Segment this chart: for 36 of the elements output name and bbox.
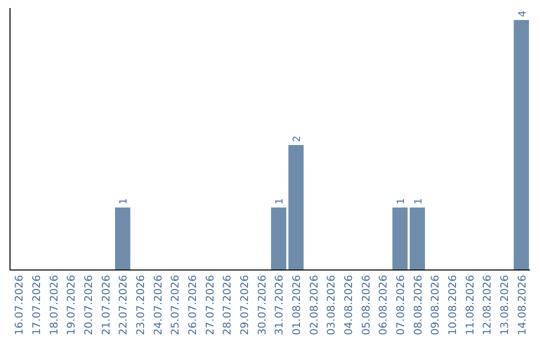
data-label: 4 (517, 10, 528, 17)
x-tick-label: 08.08.2026 (412, 274, 424, 336)
x-tick-label: 21.07.2026 (100, 274, 112, 336)
x-tick-label: 11.08.2026 (464, 274, 476, 336)
x-tick-label: 03.08.2026 (326, 274, 338, 336)
x-tick-label: 10.08.2026 (447, 274, 459, 336)
x-tick-label: 20.07.2026 (83, 274, 95, 336)
x-tick-label: 27.07.2026 (204, 274, 216, 336)
x-tick-label: 26.07.2026 (187, 274, 199, 336)
x-tick-label: 25.07.2026 (170, 274, 182, 336)
x-tick-label: 01.08.2026 (291, 274, 303, 336)
x-tick-label: 17.07.2026 (31, 274, 43, 336)
x-tick-label: 02.08.2026 (308, 274, 320, 336)
data-label: 1 (413, 198, 424, 204)
x-tick-label: 23.07.2026 (135, 274, 147, 336)
x-tick-label: 05.08.2026 (360, 274, 372, 336)
x-tick-label: 07.08.2026 (395, 274, 407, 336)
x-tick-label: 31.07.2026 (274, 274, 286, 336)
data-label: 1 (118, 198, 130, 204)
x-tick-label: 06.08.2026 (378, 274, 390, 336)
data-label: 1 (274, 198, 286, 204)
x-tick-label: 09.08.2026 (430, 274, 442, 336)
x-tick-label: 18.07.2026 (48, 274, 60, 336)
x-tick-label: 16.07.2026 (14, 274, 26, 336)
x-tick-label: 12.08.2026 (482, 274, 494, 336)
x-tick-label: 13.08.2026 (499, 274, 511, 336)
x-tick-label: 14.08.2026 (516, 274, 528, 336)
x-tick-label: 30.07.2026 (256, 274, 268, 336)
data-label: 2 (292, 136, 303, 142)
x-tick-label: 24.07.2026 (152, 274, 164, 336)
x-tick-label: 22.07.2026 (118, 274, 130, 336)
x-tick-label: 28.07.2026 (222, 274, 234, 336)
x-tick-label: 04.08.2026 (343, 274, 355, 336)
data-label: 1 (396, 198, 407, 204)
x-tick-label: 19.07.2026 (66, 274, 78, 336)
x-tick-label: 29.07.2026 (239, 274, 251, 336)
